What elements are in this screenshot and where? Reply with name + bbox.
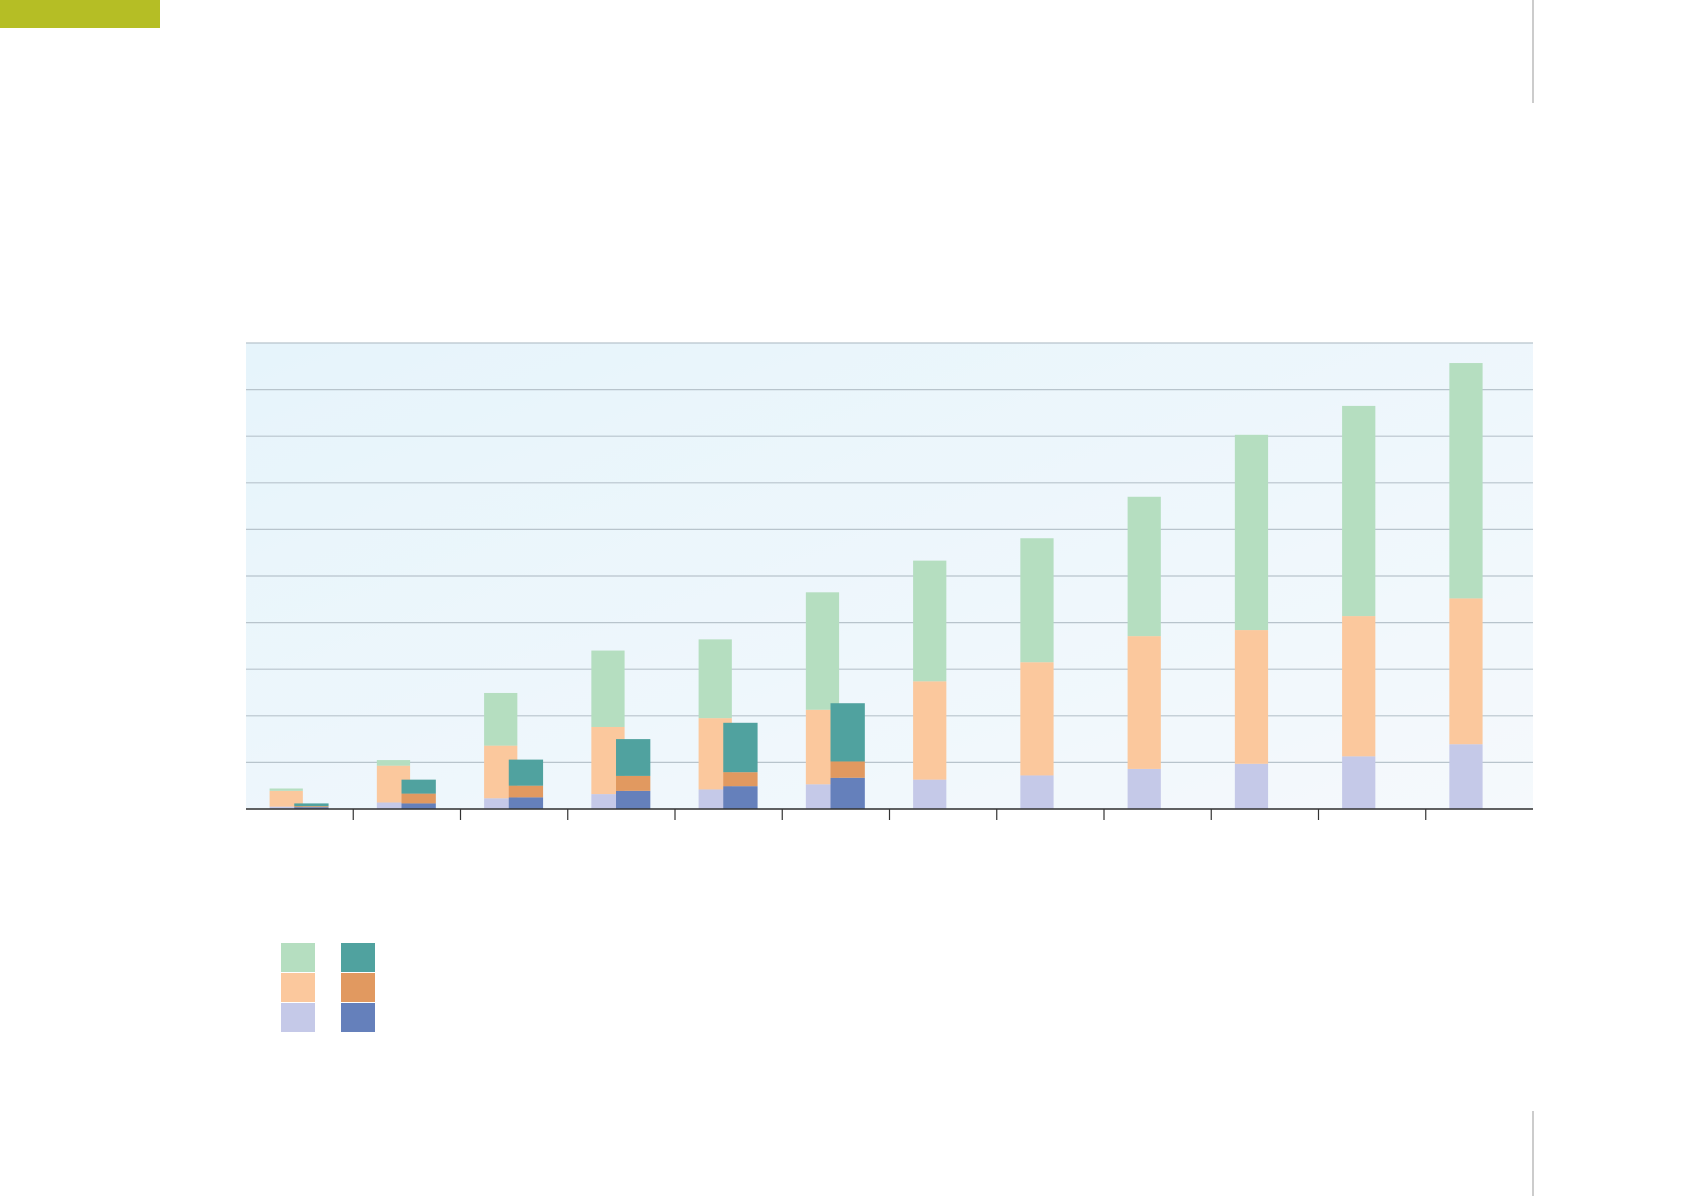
bar-segment <box>723 772 758 787</box>
bar-segment <box>698 639 732 719</box>
bar-segment <box>508 759 544 786</box>
legend-swatch <box>341 973 375 1002</box>
bar-segment <box>401 803 436 809</box>
bar-segment <box>401 793 436 804</box>
bar-segment <box>913 681 947 780</box>
bar-segment <box>269 788 303 791</box>
bars <box>269 363 1483 809</box>
bar-segment <box>1449 598 1483 745</box>
bar-segment <box>401 779 436 794</box>
bar-segment <box>830 777 865 809</box>
bar-segment <box>723 786 758 809</box>
bar-segment <box>294 803 329 807</box>
bar-segment <box>616 739 651 776</box>
bar-segment <box>508 797 544 809</box>
bar-segment <box>1342 756 1376 809</box>
axis <box>246 808 1533 820</box>
header-tab <box>0 0 160 28</box>
bar-segment <box>591 650 625 727</box>
bar-segment <box>723 722 758 773</box>
bar-segment <box>1020 538 1054 663</box>
bar-segment <box>1127 496 1161 637</box>
bar-segment <box>269 790 303 807</box>
bar-segment <box>830 761 865 778</box>
legend-swatch <box>281 973 315 1002</box>
legend-swatch <box>341 943 375 972</box>
bar-segment <box>830 703 865 762</box>
bar-segment <box>269 806 303 809</box>
legend <box>281 943 375 1032</box>
bar-segment <box>294 807 329 809</box>
bar-segment <box>508 785 544 798</box>
bar-segment <box>376 802 411 809</box>
bar-segment <box>484 692 518 746</box>
bar-segment <box>484 798 518 809</box>
bar-segment <box>616 775 651 791</box>
bar-segment <box>1020 775 1054 809</box>
bar-segment <box>913 560 947 682</box>
bar-segment <box>1020 662 1054 776</box>
bar-segment <box>1342 616 1376 757</box>
bar-segment <box>1449 744 1483 809</box>
bar-segment <box>1234 434 1269 631</box>
bar-segment <box>294 806 329 808</box>
bar-segment <box>913 779 947 809</box>
bar-segment <box>1127 768 1161 809</box>
legend-swatch <box>281 943 315 972</box>
legend-swatch <box>281 1003 315 1032</box>
bar-segment <box>616 790 651 809</box>
bar-segment <box>1234 763 1269 809</box>
bar-segment <box>1342 405 1376 617</box>
bar-segment <box>805 592 840 710</box>
bar-segment <box>1127 636 1161 769</box>
bar-segment <box>1234 630 1269 764</box>
legend-swatch <box>341 1003 375 1032</box>
bar-segment <box>376 760 411 766</box>
bar-segment <box>1449 363 1483 599</box>
